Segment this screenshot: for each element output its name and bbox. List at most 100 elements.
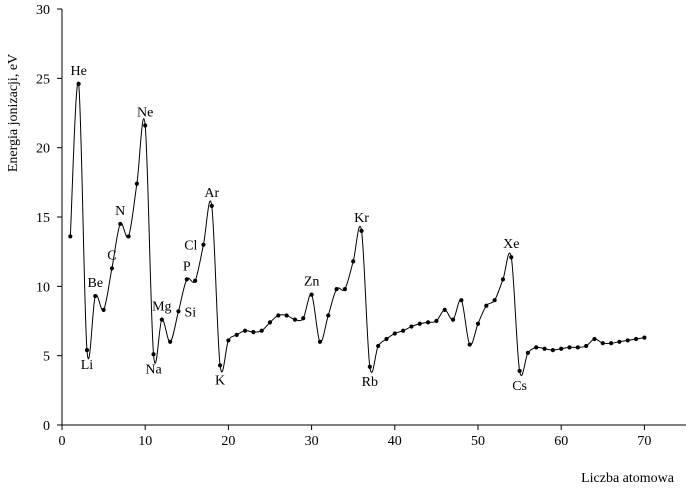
data-point bbox=[392, 331, 397, 336]
element-label: Kr bbox=[354, 211, 369, 226]
element-label: Rb bbox=[362, 375, 378, 390]
data-point bbox=[584, 343, 589, 349]
data-point bbox=[384, 336, 389, 342]
data-point bbox=[76, 81, 81, 86]
y-axis-title: Energia jonizacji, eV bbox=[6, 54, 21, 172]
data-point bbox=[151, 352, 156, 357]
data-point bbox=[484, 303, 489, 308]
element-label: Ar bbox=[204, 186, 219, 201]
data-point bbox=[217, 363, 223, 368]
data-point bbox=[118, 221, 123, 227]
x-tick-label: 20 bbox=[221, 434, 235, 449]
data-point bbox=[226, 338, 231, 343]
data-point bbox=[609, 341, 614, 346]
element-label: Mg bbox=[152, 300, 171, 315]
data-point bbox=[475, 321, 481, 326]
data-point bbox=[93, 293, 98, 299]
data-point bbox=[434, 318, 439, 324]
data-point bbox=[376, 343, 381, 349]
data-point bbox=[184, 277, 189, 282]
data-point bbox=[201, 242, 206, 247]
data-point bbox=[517, 368, 522, 374]
element-label: He bbox=[70, 64, 86, 79]
data-point bbox=[417, 321, 422, 326]
element-label: N bbox=[115, 204, 125, 219]
element-label: Zn bbox=[304, 275, 320, 290]
element-label: Cl bbox=[184, 239, 197, 254]
element-labels: He Li Be C N Ne Na Mg Si P Cl Ar K Zn Kr Rb Xe Cs bbox=[70, 64, 527, 394]
y-tick-label: 25 bbox=[36, 72, 50, 87]
x-tick-label: 40 bbox=[388, 434, 402, 449]
data-point bbox=[143, 123, 148, 128]
data-point bbox=[359, 228, 364, 233]
data-point bbox=[625, 338, 630, 343]
data-point bbox=[292, 317, 298, 322]
data-point bbox=[500, 277, 506, 282]
series-line bbox=[69, 81, 645, 376]
data-point bbox=[467, 342, 472, 347]
data-point bbox=[550, 348, 555, 353]
data-point bbox=[401, 328, 406, 333]
data-point bbox=[592, 336, 597, 342]
data-point bbox=[559, 346, 564, 351]
data-point bbox=[109, 266, 115, 271]
data-point bbox=[642, 335, 647, 340]
data-point bbox=[450, 317, 456, 322]
data-point bbox=[68, 234, 73, 239]
data-point bbox=[276, 313, 281, 318]
data-point bbox=[367, 364, 372, 369]
data-point bbox=[126, 234, 131, 239]
data-point bbox=[442, 307, 447, 313]
data-point bbox=[342, 287, 347, 292]
x-tick-label: 60 bbox=[554, 434, 568, 449]
y-tick-label: 5 bbox=[43, 350, 50, 365]
element-label: K bbox=[215, 373, 225, 388]
data-point bbox=[351, 259, 356, 264]
data-point bbox=[259, 328, 264, 333]
x-tick-label: 10 bbox=[138, 434, 152, 449]
data-point bbox=[617, 339, 622, 344]
data-point bbox=[425, 320, 431, 325]
data-point bbox=[176, 309, 181, 314]
x-tick-label: 30 bbox=[305, 434, 319, 449]
data-point bbox=[168, 339, 173, 344]
data-point bbox=[492, 298, 497, 303]
data-point bbox=[301, 316, 306, 321]
x-axis-ticks: 0 10 20 30 40 50 60 70 bbox=[59, 425, 651, 449]
y-tick-label: 15 bbox=[36, 211, 50, 226]
y-tick-label: 20 bbox=[36, 142, 50, 157]
data-point bbox=[134, 181, 139, 186]
element-label: Cs bbox=[512, 379, 527, 394]
data-point bbox=[567, 345, 572, 350]
data-point bbox=[84, 348, 90, 353]
element-label: Na bbox=[145, 362, 162, 377]
y-tick-label: 30 bbox=[36, 3, 50, 18]
y-tick-label: 0 bbox=[43, 419, 50, 434]
data-point bbox=[251, 329, 256, 335]
data-point bbox=[326, 313, 331, 318]
data-point bbox=[284, 313, 289, 318]
data-point bbox=[267, 320, 273, 325]
element-label: Li bbox=[81, 358, 94, 373]
y-axis-ticks: 0 5 10 15 20 25 30 bbox=[36, 3, 62, 434]
data-point bbox=[159, 317, 164, 322]
data-point bbox=[509, 255, 514, 260]
series-layer bbox=[68, 81, 647, 376]
data-point bbox=[317, 339, 323, 344]
element-label: P bbox=[183, 259, 191, 274]
element-label: Be bbox=[87, 276, 103, 291]
x-tick-label: 0 bbox=[59, 434, 66, 449]
data-point bbox=[542, 346, 547, 351]
data-point bbox=[309, 292, 314, 297]
element-label: Xe bbox=[503, 237, 519, 252]
data-point bbox=[600, 341, 605, 346]
data-point bbox=[534, 345, 539, 350]
data-point bbox=[242, 328, 248, 333]
y-tick-label: 10 bbox=[36, 280, 50, 295]
x-tick-label: 50 bbox=[471, 434, 485, 449]
data-point bbox=[459, 298, 464, 303]
data-point bbox=[633, 336, 639, 342]
element-label: C bbox=[107, 248, 116, 263]
x-tick-label: 70 bbox=[637, 434, 651, 449]
